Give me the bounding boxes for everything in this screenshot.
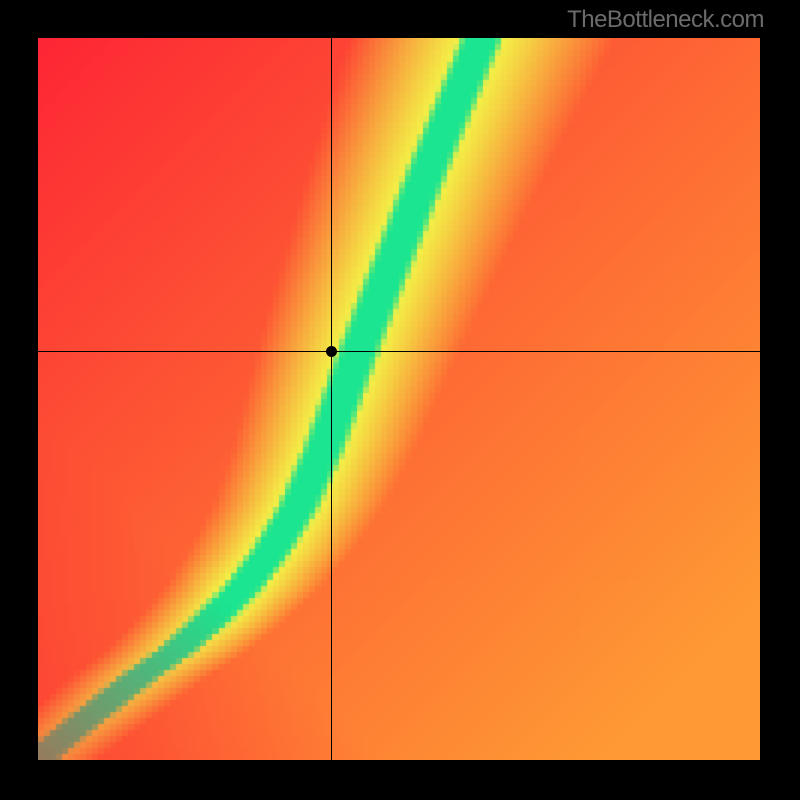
crosshair-vertical — [331, 38, 332, 760]
crosshair-horizontal — [38, 351, 760, 352]
selection-marker — [326, 346, 337, 357]
watermark-text: TheBottleneck.com — [567, 6, 764, 34]
bottleneck-heatmap — [38, 38, 760, 760]
